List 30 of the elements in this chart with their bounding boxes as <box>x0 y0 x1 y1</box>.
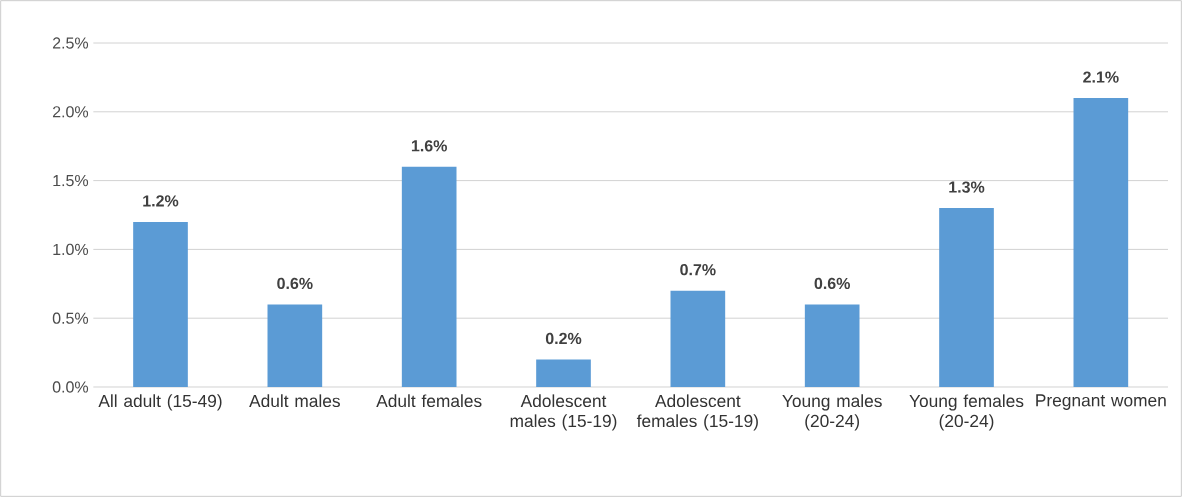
bar <box>133 221 188 387</box>
x-tick-label: Young females (20-24) <box>909 394 1024 431</box>
x-tick-label: All adult (15-49) <box>98 394 222 411</box>
data-label: 1.6% <box>411 140 447 152</box>
data-label: 0.7% <box>680 264 716 276</box>
x-tick-label: Young males (20-24) <box>782 394 882 431</box>
bar <box>267 304 323 387</box>
x-tick-label: Adolescent males (15-19) <box>510 394 617 431</box>
y-tick-label: 2.5% <box>52 37 89 49</box>
y-tick-label: 0.0% <box>52 381 89 393</box>
bar <box>536 359 591 387</box>
bar <box>401 166 457 387</box>
y-tick-label: 1.5% <box>53 174 89 187</box>
y-tick-label: 0.5% <box>52 312 89 324</box>
bar <box>1073 98 1129 387</box>
data-label: 1.3% <box>949 181 985 193</box>
y-tick-label: 1.0% <box>53 243 89 256</box>
x-tick-label: Adolescent females (15-19) <box>636 394 758 431</box>
y-tick-label: 2.0% <box>52 106 89 118</box>
x-tick-label: Pregnant women <box>1036 394 1166 410</box>
bar <box>939 208 994 387</box>
data-label: 0.6% <box>814 277 850 290</box>
data-label: 2.1% <box>1083 71 1119 83</box>
bar <box>670 290 726 387</box>
data-label: 0.2% <box>545 332 582 345</box>
x-tick-label: Adult females <box>376 394 482 408</box>
x-tick-label: Adult males <box>249 394 340 408</box>
bar <box>804 304 860 387</box>
data-label: 0.6% <box>277 277 313 290</box>
data-label: 1.2% <box>143 195 179 207</box>
